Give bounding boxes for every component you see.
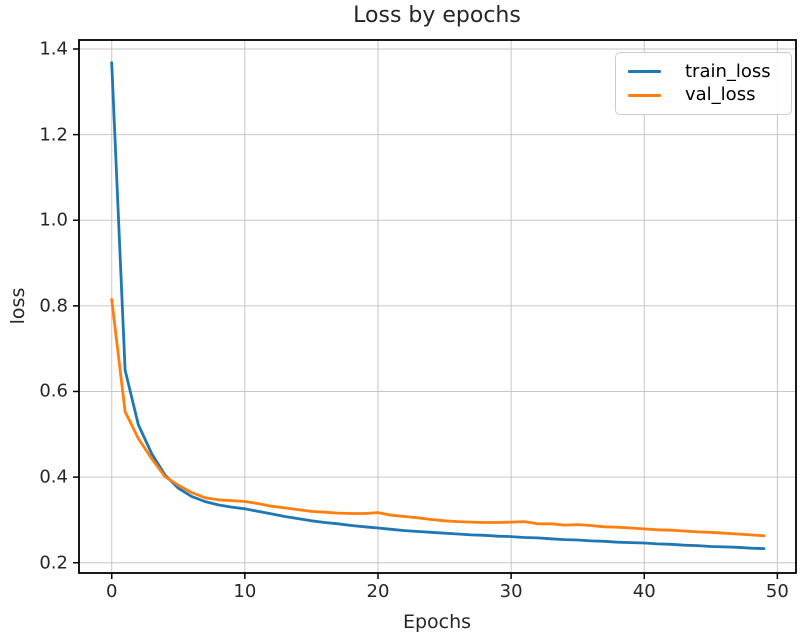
y-tick-label: 1.4 [39,38,68,60]
x-tick-label: 20 [366,581,390,602]
x-tick-label: 40 [632,581,656,602]
y-tick-label: 0.4 [39,466,68,488]
train-loss-line-sample [628,70,661,74]
x-tick-label: 50 [765,581,789,602]
val-loss-line-sample [628,93,661,97]
axes-spines [78,39,797,574]
legend-label-val-loss: val_loss [685,84,756,106]
legend-item-train-loss: train_loss [624,60,783,82]
train-loss-line [110,61,766,550]
y-tick-label: 0.6 [39,380,68,402]
legend: train_loss val_loss [615,52,792,115]
x-axis-label: Epochs [402,611,472,633]
chart-title: Loss by epochs [353,3,521,28]
x-tick-label: 30 [499,581,523,602]
x-tick-label: 0 [106,581,118,602]
legend-label-train-loss: train_loss [685,60,771,82]
x-tick-label: 10 [233,581,257,602]
val-loss-line [110,297,766,538]
y-tick-label: 0.2 [39,552,68,574]
legend-item-val-loss: val_loss [624,86,783,104]
y-tick-label: 0.8 [39,295,68,317]
y-tick-label: 1.0 [39,209,68,231]
y-tick-label: 1.2 [39,124,68,146]
